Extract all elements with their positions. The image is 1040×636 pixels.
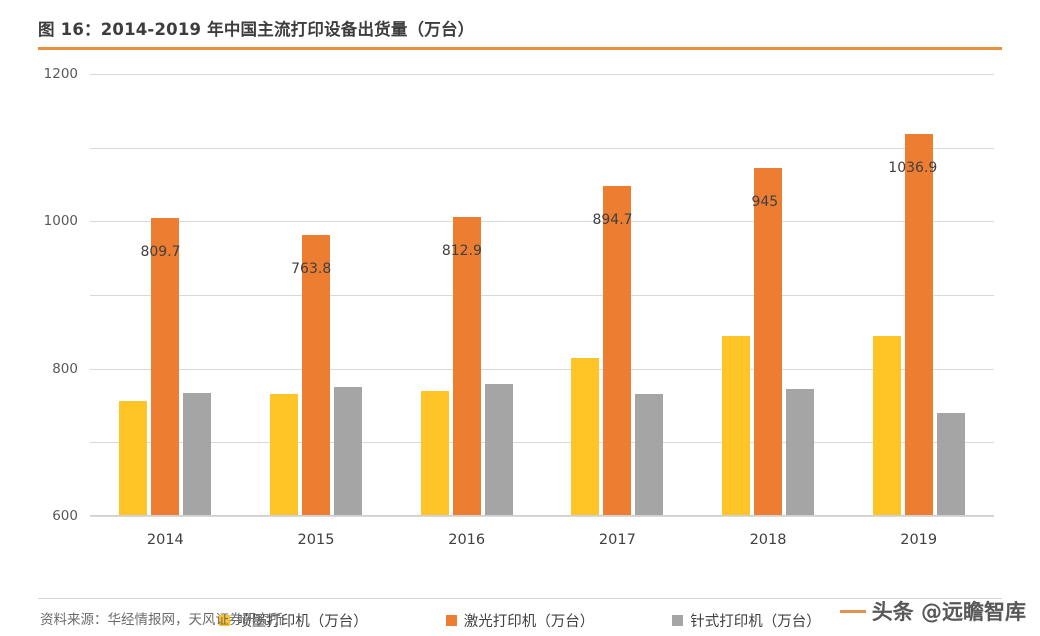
bar-group-2016: 812.9 xyxy=(391,74,542,516)
x-axis-line xyxy=(90,514,994,516)
bar-2015-series-1 xyxy=(270,394,298,516)
bar-2017-series-2: 894.7 xyxy=(592,186,633,516)
y-axis-tick-label: 1200 xyxy=(43,66,78,82)
watermark-text: 头条 @远瞻智库 xyxy=(871,600,1026,624)
gridline: 200 xyxy=(90,442,994,444)
gridline: 0 xyxy=(90,516,994,517)
bar-2015-series-2: 763.8 xyxy=(291,234,331,516)
source-note: 资料来源：华经情报网，天风证券研究所 xyxy=(40,612,283,628)
bar-groups: 809.7 763.8 812.9 894.7 945 1036.9 xyxy=(90,74,994,516)
watermark-dash-icon xyxy=(839,609,866,613)
chart-title-wrap: 图 16：2014-2019 年中国主流打印设备出货量（万台） xyxy=(38,16,1002,50)
x-axis-tick-2015: 2015 xyxy=(297,532,335,548)
x-axis-tick-2018: 2018 xyxy=(749,532,787,548)
legend-item-1[interactable]: 喷墨打印机（万台） xyxy=(219,610,368,631)
bar-2014-series-2: 809.7 xyxy=(140,217,181,516)
page-title: 图 16：2014-2019 年中国主流打印设备出货量（万台） xyxy=(38,20,475,39)
bar-2016-series-3 xyxy=(484,384,513,516)
gridline: 400 xyxy=(90,368,994,370)
x-axis-tick-2016: 2016 xyxy=(448,532,486,548)
title-divider xyxy=(38,47,1002,50)
gridline: 800 xyxy=(52,221,994,377)
plot-area: 0 200 400 600 800 1000 1200 809.7 763.8 812.9 894… xyxy=(44,66,994,524)
bar-group-2019: 1036.9 xyxy=(843,74,994,516)
x-axis-tick-2017: 2017 xyxy=(598,532,636,548)
bar-value-label: 894.7 xyxy=(592,212,633,229)
bar-value-label: 812.9 xyxy=(441,242,482,259)
y-axis-tick-label: 1000 xyxy=(43,213,78,230)
chart-container: 0 200 400 600 800 1000 1200 809.7 763.8 812.9 894… xyxy=(38,58,1002,630)
legend-label: 激光打印机（万台） xyxy=(463,614,595,630)
legend-swatch-icon xyxy=(672,615,684,626)
legend-item-2[interactable]: 激光打印机（万台） xyxy=(445,610,595,631)
gridline: 1200 xyxy=(44,66,994,82)
bar-2014-series-1 xyxy=(119,400,148,516)
bar-value-label: 945 xyxy=(751,193,779,210)
bar-2015-series-3 xyxy=(334,387,362,516)
bar-2019-series-1 xyxy=(872,336,901,516)
bar-2016-series-1 xyxy=(420,390,449,516)
x-axis-tick-2014: 2014 xyxy=(146,532,184,548)
bar-group-2018: 945 xyxy=(693,74,844,516)
y-axis-tick-label: 600 xyxy=(52,508,78,524)
bar-2017-series-1 xyxy=(571,357,600,516)
chart-legend: 喷墨打印机（万台） 激光打印机（万台） 针式打印机（万台） xyxy=(38,610,1002,631)
legend-swatch-icon xyxy=(445,615,457,626)
x-axis-labels: 2014 2015 2016 2017 2018 2019 xyxy=(90,532,994,548)
bar-2019-series-3 xyxy=(936,412,965,516)
bar-2019-series-2: 1036.9 xyxy=(888,134,937,516)
bar-group-2015: 763.8 xyxy=(241,74,392,516)
bar-group-2014: 809.7 xyxy=(90,74,241,516)
legend-swatch-icon xyxy=(219,615,231,626)
watermark: 头条 @远瞻智库 xyxy=(839,596,1026,626)
bar-2018-series-3 xyxy=(786,388,815,516)
footer-divider xyxy=(38,598,1002,599)
bar-group-2017: 894.7 xyxy=(542,74,693,516)
legend-label: 喷墨打印机（万台） xyxy=(237,614,368,630)
bar-2016-series-2: 812.9 xyxy=(442,216,482,516)
bar-value-label: 809.7 xyxy=(140,243,181,260)
bar-2017-series-3 xyxy=(635,394,664,516)
gridline: 1000 xyxy=(44,147,994,229)
bar-value-label: 763.8 xyxy=(291,260,332,277)
gridline: 600 xyxy=(52,295,994,524)
legend-item-3[interactable]: 针式打印机（万台） xyxy=(672,610,821,631)
legend-label: 针式打印机（万台） xyxy=(690,614,821,630)
y-axis-tick-label: 800 xyxy=(52,360,78,377)
x-axis-tick-2019: 2019 xyxy=(900,532,938,548)
bar-2018-series-1 xyxy=(722,335,751,516)
bar-value-label: 1036.9 xyxy=(888,160,938,177)
bar-2014-series-3 xyxy=(183,392,212,516)
bar-2018-series-2: 945 xyxy=(751,167,783,516)
